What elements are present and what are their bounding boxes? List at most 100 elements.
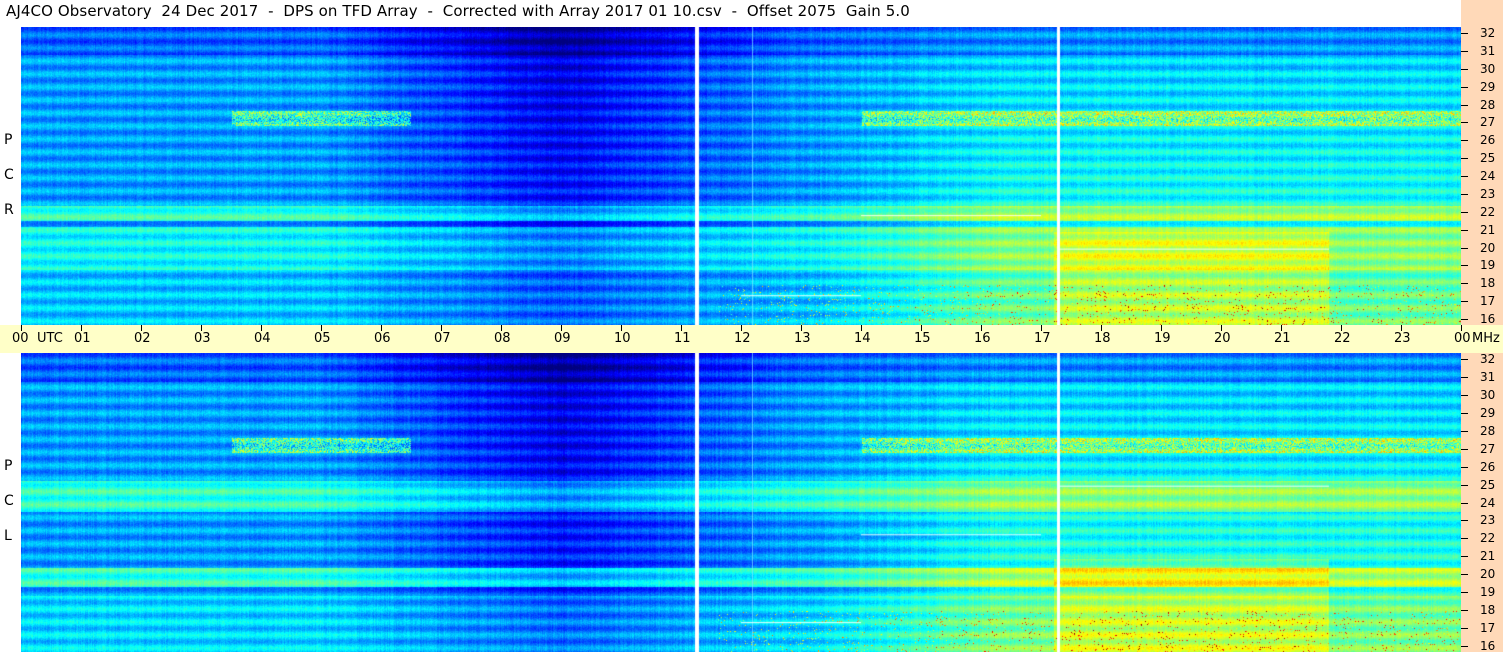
time-tick [141, 325, 142, 331]
time-tick-label: 07 [434, 331, 451, 346]
frequency-tick [1461, 377, 1468, 378]
frequency-tick-label: 32 [1480, 352, 1496, 366]
frequency-tick [1461, 301, 1468, 302]
time-tick [1341, 325, 1342, 331]
time-tick-label: 04 [254, 331, 271, 346]
pol-letter-l: L [4, 528, 12, 544]
frequency-tick-label: 28 [1480, 98, 1496, 112]
frequency-tick-label: 31 [1480, 370, 1496, 384]
frequency-tick [1461, 610, 1468, 611]
frequency-tick-label: 18 [1480, 276, 1496, 290]
time-tick-label: 14 [854, 331, 871, 346]
frequency-tick [1461, 122, 1468, 123]
time-tick [801, 325, 802, 331]
time-tick-label: 01 [74, 331, 91, 346]
time-tick-label: 09 [554, 331, 571, 346]
time-tick [1461, 325, 1462, 331]
time-tick-label: 00 [1454, 331, 1471, 346]
frequency-tick [1461, 105, 1468, 106]
time-tick [21, 325, 22, 331]
frequency-tick-label: 32 [1480, 26, 1496, 40]
time-tick [441, 325, 442, 331]
time-tick-label: 06 [374, 331, 391, 346]
time-tick [681, 325, 682, 331]
frequency-tick [1461, 359, 1468, 360]
time-tick [981, 325, 982, 331]
time-tick [1401, 325, 1402, 331]
time-tick-label: 15 [914, 331, 931, 346]
frequency-unit-label: MHz [1472, 331, 1500, 346]
frequency-tick [1461, 140, 1468, 141]
frequency-tick [1461, 33, 1468, 34]
time-tick [1161, 325, 1162, 331]
frequency-tick-label: 29 [1480, 406, 1496, 420]
frequency-tick [1461, 230, 1468, 231]
frequency-tick-label: 31 [1480, 44, 1496, 58]
pol-letter-r: R [4, 202, 14, 218]
frequency-tick-label: 21 [1480, 549, 1496, 563]
time-tick [321, 325, 322, 331]
frequency-tick-label: 30 [1480, 388, 1496, 402]
time-tick-label: 20 [1214, 331, 1231, 346]
frequency-tick [1461, 265, 1468, 266]
frequency-tick-label: 19 [1480, 585, 1496, 599]
frequency-tick [1461, 176, 1468, 177]
frequency-tick-label: 22 [1480, 205, 1496, 219]
frequency-tick [1461, 503, 1468, 504]
frequency-tick-label: 16 [1480, 312, 1496, 326]
frequency-tick-label: 18 [1480, 603, 1496, 617]
time-tick [201, 325, 202, 331]
time-tick-label: 12 [734, 331, 751, 346]
time-axis: 00 UTC 01 02 03 04 05 06 07 08 09 10 11 12 13 14 15 16 17 1… [0, 325, 1503, 353]
time-tick [81, 325, 82, 331]
polarization-label-rcp: R C P [0, 27, 21, 325]
time-tick [1281, 325, 1282, 331]
frequency-tick [1461, 87, 1468, 88]
frequency-tick-label: 25 [1480, 151, 1496, 165]
time-tick [621, 325, 622, 331]
frequency-tick [1461, 69, 1468, 70]
frequency-tick-label: 25 [1480, 478, 1496, 492]
frequency-tick-label: 26 [1480, 460, 1496, 474]
time-tick-label: 13 [794, 331, 811, 346]
frequency-tick [1461, 520, 1468, 521]
time-tick [1041, 325, 1042, 331]
frequency-tick [1461, 158, 1468, 159]
frequency-tick-label: 27 [1480, 115, 1496, 129]
time-tick [1221, 325, 1222, 331]
time-tick-label: 03 [194, 331, 211, 346]
frequency-tick [1461, 413, 1468, 414]
frequency-tick-label: 17 [1480, 621, 1496, 635]
frequency-tick-label: 24 [1480, 169, 1496, 183]
frequency-tick-label: 17 [1480, 294, 1496, 308]
time-tick-label: 19 [1154, 331, 1171, 346]
spectrogram-lcp-canvas [21, 353, 1461, 652]
time-tick [381, 325, 382, 331]
time-tick-label: 10 [614, 331, 631, 346]
spectrogram-rcp-canvas [21, 27, 1461, 325]
time-tick-label: 16 [974, 331, 991, 346]
frequency-tick [1461, 283, 1468, 284]
spectrogram-lcp [21, 353, 1461, 652]
time-tick-label: 11 [674, 331, 691, 346]
frequency-axis-rcp: 32 31 30 29 28 27 26 25 24 23 22 21 20 19 18 17 16 [1461, 27, 1503, 325]
time-tick-label: 22 [1334, 331, 1351, 346]
frequency-tick-label: 24 [1480, 496, 1496, 510]
frequency-tick [1461, 248, 1468, 249]
frequency-tick [1461, 556, 1468, 557]
frequency-tick [1461, 592, 1468, 593]
pol-letter-p: P [4, 458, 13, 474]
time-tick [1101, 325, 1102, 331]
time-tick [921, 325, 922, 331]
time-tick-label: 02 [134, 331, 151, 346]
frequency-tick [1461, 628, 1468, 629]
chart-title: AJ4CO Observatory 24 Dec 2017 - DPS on T… [6, 2, 910, 20]
frequency-tick-label: 20 [1480, 241, 1496, 255]
frequency-tick [1461, 538, 1468, 539]
polarization-label-lcp: L C P [0, 353, 21, 652]
time-unit-label: UTC [37, 331, 63, 346]
frequency-tick-label: 23 [1480, 187, 1496, 201]
frequency-axis-lcp: 32 31 30 29 28 27 26 25 24 23 22 21 20 19 18 17 16 [1461, 353, 1503, 652]
frequency-tick-label: 21 [1480, 223, 1496, 237]
frequency-axis-header [1461, 0, 1503, 27]
